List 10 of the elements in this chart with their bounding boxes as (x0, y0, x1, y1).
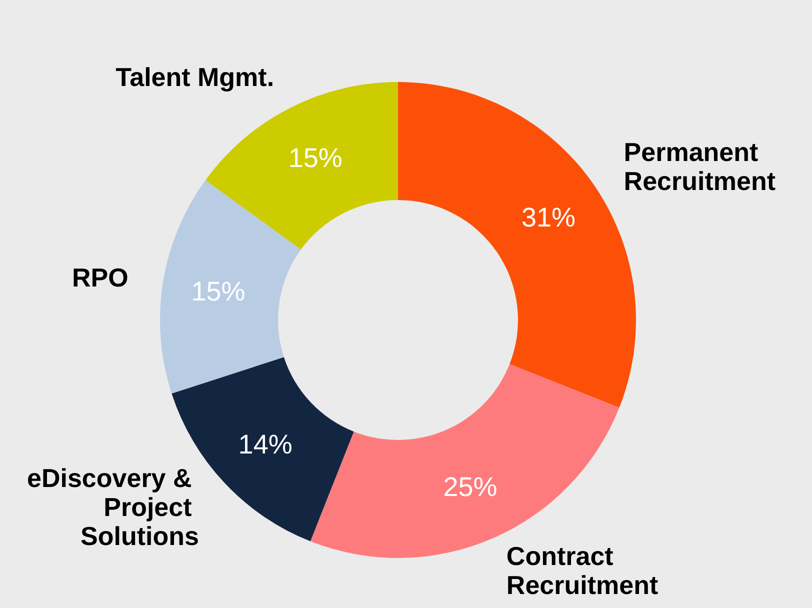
slice-label: Permanent Recruitment (624, 137, 776, 196)
slice-label: RPO (72, 262, 128, 292)
data-label: 14% (238, 430, 292, 460)
slice-label: eDiscovery & Project Solutions (27, 462, 199, 551)
data-label: 15% (288, 142, 342, 173)
data-label: 31% (522, 202, 576, 233)
slice-label: Contract Recruitment (506, 541, 658, 600)
data-label: 25% (443, 472, 498, 502)
slice-label: Talent Mgmt. (116, 62, 274, 92)
data-label: 15% (191, 276, 246, 307)
